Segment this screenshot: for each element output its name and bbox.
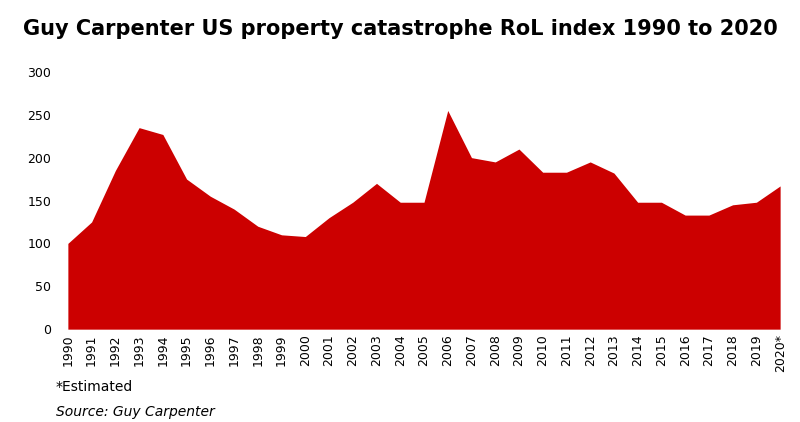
Text: Source: Guy Carpenter: Source: Guy Carpenter	[56, 405, 214, 419]
Text: Guy Carpenter US property catastrophe RoL index 1990 to 2020: Guy Carpenter US property catastrophe Ro…	[22, 19, 778, 39]
Text: *Estimated: *Estimated	[56, 380, 134, 394]
